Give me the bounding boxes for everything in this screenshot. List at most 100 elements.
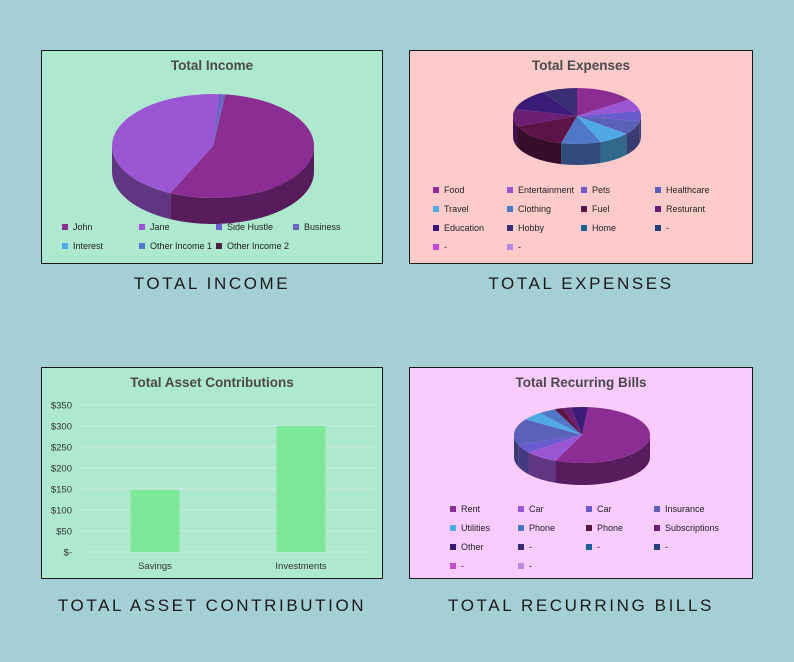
legend-item: Food: [433, 185, 465, 195]
y-tick-label: $-: [64, 548, 72, 559]
bills-pie-chart: [514, 407, 650, 485]
pie-slice-side: [600, 133, 627, 164]
legend-item: Utilities: [450, 523, 490, 533]
pie-slice-side: [517, 126, 562, 165]
legend-swatch: [654, 544, 660, 550]
y-tick-label: $150: [51, 485, 72, 496]
pie-slice: [577, 116, 640, 134]
pie-slice-side: [518, 444, 529, 475]
income-chart-panel: Total Income John Jane Side Hustle Business…: [41, 50, 383, 264]
bar: [130, 489, 180, 552]
legend-item: -: [518, 542, 532, 552]
legend-item: Travel: [433, 204, 469, 214]
pie-slice-side: [555, 435, 650, 485]
pie-slice-side: [514, 435, 519, 467]
legend-item: Car: [518, 504, 544, 514]
y-axis: $- $50 $100 $150 $200 $250 $300 $350: [51, 401, 72, 559]
pie-slice: [515, 92, 577, 116]
pie-slice: [518, 435, 582, 453]
legend-label: Phone: [529, 523, 556, 533]
legend-label: Insurance: [665, 504, 705, 514]
chart-title: Total Expenses: [531, 58, 631, 73]
assets-chart-panel: Total Asset Contributions $- $50 $100 $150 $…: [41, 367, 383, 579]
pie-slice: [577, 99, 640, 116]
legend-swatch: [655, 225, 661, 231]
pie-slice: [514, 419, 582, 445]
legend-swatch: [62, 224, 68, 230]
legend-label: -: [529, 542, 532, 552]
legend-item: Resturant: [655, 204, 705, 214]
pie-slice: [554, 408, 582, 435]
legend-item: -: [450, 561, 464, 571]
legend-label: Other: [461, 542, 484, 552]
pie-slice: [542, 88, 577, 116]
legend-label: Other Income 2: [227, 241, 290, 251]
legend-swatch: [586, 544, 592, 550]
chart-title: Total Recurring Bills: [515, 375, 647, 390]
bars: [130, 426, 326, 552]
legend-item: Home: [581, 223, 616, 233]
legend-label: Food: [444, 185, 465, 195]
legend-item: Other Income 1: [139, 241, 212, 251]
bills-chart-panel: Total Recurring Bills Rent Car Car Insuranc…: [409, 367, 753, 579]
legend-item: Jane: [139, 222, 170, 232]
expenses-pie-chart: [513, 88, 641, 165]
expenses-chart-panel: Total Expenses Food Entertainment Pets Heal…: [409, 50, 753, 264]
pie-top: [514, 407, 650, 463]
legend-swatch: [433, 244, 439, 250]
legend-swatch: [450, 563, 456, 569]
legend-item: Clothing: [507, 204, 551, 214]
legend-swatch: [433, 206, 439, 212]
legend-item: Pets: [581, 185, 610, 195]
legend-label: Pets: [592, 185, 611, 195]
legend-label: -: [444, 242, 447, 252]
legend-label: John: [73, 222, 93, 232]
legend-item: Education: [433, 223, 484, 233]
legend-item: -: [586, 542, 600, 552]
y-tick-label: $250: [51, 443, 72, 454]
bills-caption: TOTAL RECURRING BILLS: [448, 596, 714, 615]
pie-slice-side: [639, 116, 641, 143]
pie-sides: [514, 435, 650, 485]
legend-swatch: [586, 506, 592, 512]
legend-swatch: [433, 225, 439, 231]
legend-swatch: [507, 225, 513, 231]
legend-swatch: [450, 506, 456, 512]
legend-item: Insurance: [654, 504, 705, 514]
legend-swatch: [655, 206, 661, 212]
pie-slice: [539, 409, 582, 435]
income-pie-chart: [111, 94, 314, 225]
y-tick-label: $200: [51, 464, 72, 475]
legend-label: -: [461, 561, 464, 571]
pie-sides: [111, 146, 314, 225]
pie-top: [111, 94, 314, 198]
legend-item: Healthcare: [655, 185, 710, 195]
x-tick-label: Investments: [275, 561, 326, 572]
legend-label: Hobby: [518, 223, 545, 233]
y-tick-label: $350: [51, 401, 72, 412]
legend-swatch: [216, 224, 222, 230]
legend-item: Fuel: [581, 204, 610, 214]
legend-label: Healthcare: [666, 185, 710, 195]
pie-slice: [562, 407, 582, 435]
legend-label: Other Income 1: [150, 241, 213, 251]
chart-title: Total Asset Contributions: [130, 375, 294, 390]
legend-swatch: [518, 506, 524, 512]
pie-slice: [170, 94, 314, 198]
pie-slice: [213, 94, 223, 146]
legend-item: -: [507, 242, 521, 252]
y-gridlines: [82, 404, 374, 553]
legend-swatch: [518, 544, 524, 550]
pie-slice-side: [626, 121, 640, 155]
legend-swatch: [450, 544, 456, 550]
legend-swatch: [581, 206, 587, 212]
legend-label: Rent: [461, 504, 481, 514]
legend-item: Other Income 2: [216, 241, 289, 251]
pie-slice: [577, 116, 627, 143]
pie-slice: [528, 435, 582, 461]
legend-label: -: [518, 242, 521, 252]
pie-slice: [213, 94, 226, 146]
assets-caption: TOTAL ASSET CONTRIBUTION: [57, 596, 367, 615]
legend-label: Home: [592, 223, 617, 233]
legend-label: Entertainment: [518, 185, 575, 195]
